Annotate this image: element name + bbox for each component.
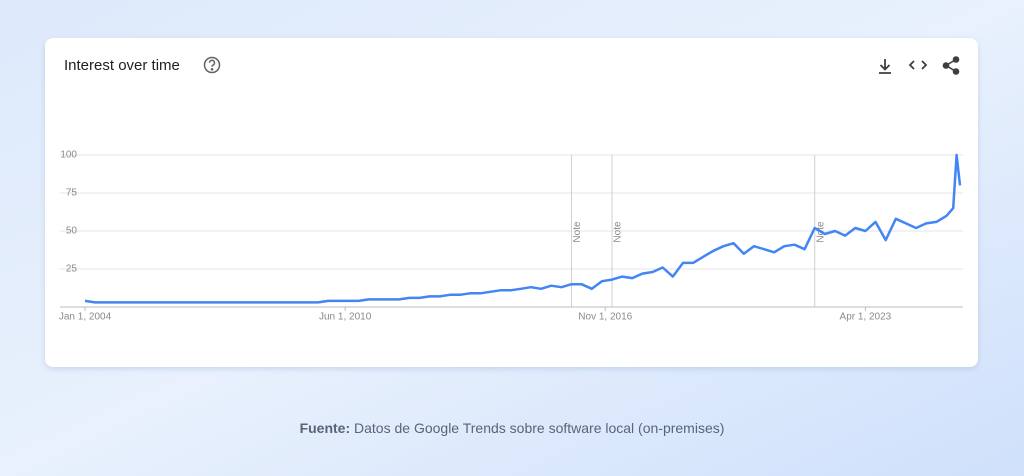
y-tick-label: 50 (66, 226, 78, 237)
download-icon[interactable] (879, 59, 891, 74)
share-icon[interactable] (942, 56, 960, 75)
x-tick-label: Nov 1, 2016 (578, 312, 632, 323)
trend-line (84, 153, 962, 304)
caption-text: Datos de Google Trends sobre software lo… (354, 420, 724, 436)
card (45, 38, 978, 367)
embed-icon[interactable] (908, 60, 928, 70)
x-tick-label: Jun 1, 2010 (319, 312, 372, 323)
y-tick-label: 25 (66, 264, 78, 275)
annotation-label: Note (572, 221, 583, 243)
caption-label: Fuente: (300, 420, 351, 436)
help-icon[interactable] (203, 56, 221, 74)
annotation-label: Note (613, 221, 624, 243)
x-tick-label: Apr 1, 2023 (840, 312, 892, 323)
caption: Fuente: Datos de Google Trends sobre sof… (300, 420, 725, 436)
chart-title: Interest over time (64, 57, 180, 74)
x-tick-label: Jan 1, 2004 (59, 312, 112, 323)
y-tick-label: 75 (66, 188, 78, 199)
y-tick-label: 100 (60, 150, 77, 161)
